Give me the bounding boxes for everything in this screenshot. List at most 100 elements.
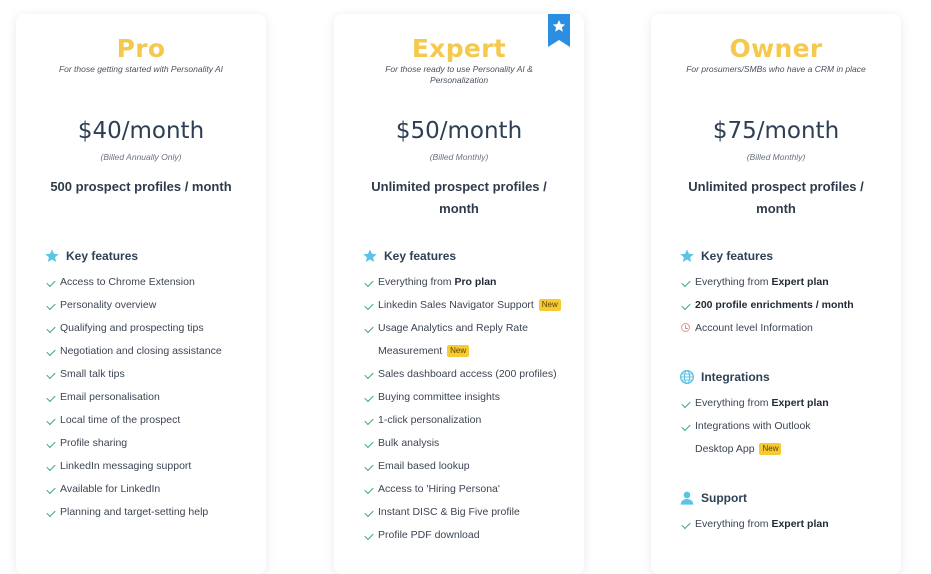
pricing-card-expert: Expert For those ready to use Personalit… [334, 14, 584, 574]
list-item: Available for LinkedIn [44, 478, 256, 501]
billing-note: (Billed Monthly) [429, 152, 489, 162]
check-icon [46, 415, 56, 426]
list-item: Planning and target-setting help [44, 501, 256, 524]
check-icon [681, 421, 691, 432]
check-icon [364, 415, 374, 426]
pricing-card-owner: Owner For prosumers/SMBs who have a CRM … [651, 14, 901, 574]
check-icon [46, 392, 56, 403]
integrations-section: Integrations Everything from Expert plan… [679, 366, 891, 461]
list-item: Profile PDF download [362, 524, 574, 547]
list-item: Personality overview [44, 294, 256, 317]
new-badge: New [759, 443, 782, 456]
list-item: Everything from Expert plan [679, 513, 891, 536]
new-badge: New [538, 299, 561, 312]
key-features-section: Key features Everything from Expert plan… [679, 245, 891, 340]
check-icon [46, 461, 56, 472]
integrations-heading: Integrations [679, 366, 891, 388]
list-item: Small talk tips [44, 363, 256, 386]
check-icon [364, 323, 374, 334]
list-item: Qualifying and prospecting tips [44, 317, 256, 340]
list-item: 200 profile enrichments / month [679, 294, 891, 317]
support-heading: Support [679, 487, 891, 509]
list-item: Sales dashboard access (200 profiles) [362, 363, 574, 386]
featured-ribbon [548, 14, 570, 47]
key-features-section: Key features Everything from Pro plan Li… [362, 245, 574, 547]
list-item: Email personalisation [44, 386, 256, 409]
clock-icon [681, 323, 690, 332]
check-icon [46, 323, 56, 334]
plan-title: Expert [411, 34, 507, 63]
list-item: Integrations with Outlook Desktop App Ne… [679, 415, 891, 461]
check-icon [681, 519, 691, 530]
pricing-card-pro: Pro For those getting started with Perso… [16, 14, 266, 574]
plan-price: $40/month [77, 118, 205, 144]
list-item: Instant DISC & Big Five profile [362, 501, 574, 524]
star-icon [45, 249, 59, 262]
globe-icon [680, 370, 694, 384]
check-icon [364, 461, 374, 472]
check-icon [364, 392, 374, 403]
list-item: Access to Chrome Extension [44, 271, 256, 294]
key-features-heading: Key features [44, 245, 256, 267]
plan-price: $50/month [395, 118, 523, 144]
list-item: Account level Information [679, 317, 891, 340]
key-features-heading: Key features [362, 245, 574, 267]
check-icon [46, 300, 56, 311]
check-icon [46, 369, 56, 380]
list-item: Profile sharing [44, 432, 256, 455]
check-icon [364, 530, 374, 541]
list-item: Buying committee insights [362, 386, 574, 409]
check-icon [364, 484, 374, 495]
billing-note: (Billed Monthly) [746, 152, 806, 162]
check-icon [681, 277, 691, 288]
list-item: Access to 'Hiring Persona' [362, 478, 574, 501]
star-icon [552, 20, 566, 32]
list-item: Local time of the prospect [44, 409, 256, 432]
feature-list: Sales dashboard access (200 profiles) Buy… [362, 363, 574, 547]
check-icon [681, 398, 691, 409]
list-item: Email based lookup [362, 455, 574, 478]
feature-list: Everything from Expert plan 200 profile … [679, 271, 891, 340]
plan-subtitle: For prosumers/SMBs who have a CRM in pla… [686, 64, 866, 74]
check-icon [364, 438, 374, 449]
check-icon [681, 300, 691, 311]
profile-quota: Unlimited prospect profiles / month [371, 179, 547, 216]
new-badge: New [447, 345, 470, 358]
feature-list: Everything from Pro plan Linkedin Sales … [362, 271, 574, 363]
feature-list: Everything from Expert plan Integrations… [679, 392, 891, 461]
star-icon [680, 249, 694, 262]
plan-title: Owner [729, 34, 823, 63]
check-icon [46, 277, 56, 288]
check-icon [364, 277, 374, 288]
list-item: 1-click personalization [362, 409, 574, 432]
check-icon [46, 438, 56, 449]
key-features-section: Key features Access to Chrome Extension P… [44, 245, 256, 524]
check-icon [364, 507, 374, 518]
check-icon [46, 507, 56, 518]
list-item: Everything from Expert plan [679, 392, 891, 415]
check-icon [364, 300, 374, 311]
plan-price: $75/month [712, 118, 840, 144]
list-item: Negotiation and closing assistance [44, 340, 256, 363]
user-icon [680, 491, 694, 505]
check-icon [46, 346, 56, 357]
plan-subtitle: For those getting started with Personali… [58, 64, 224, 74]
list-item: Everything from Pro plan [362, 271, 574, 294]
support-section: Support Everything from Expert plan [679, 487, 891, 536]
plan-title: Pro [116, 34, 166, 63]
check-icon [364, 369, 374, 380]
star-icon [363, 249, 377, 262]
list-item: Bulk analysis [362, 432, 574, 455]
list-item: Usage Analytics and Reply Rate Measureme… [362, 317, 574, 363]
list-item: Everything from Expert plan [679, 271, 891, 294]
profile-quota: 500 prospect profiles / month [50, 179, 232, 194]
plan-subtitle: For those ready to use Personality AI & … [385, 64, 533, 85]
billing-note: (Billed Annually Only) [100, 152, 182, 162]
feature-list: Everything from Expert plan [679, 513, 891, 536]
list-item: Linkedin Sales Navigator Support New [362, 294, 574, 317]
profile-quota: Unlimited prospect profiles / month [688, 179, 864, 216]
key-features-heading: Key features [679, 245, 891, 267]
check-icon [46, 484, 56, 495]
list-item: LinkedIn messaging support [44, 455, 256, 478]
feature-list: Access to Chrome Extension Personality ov… [44, 271, 256, 524]
